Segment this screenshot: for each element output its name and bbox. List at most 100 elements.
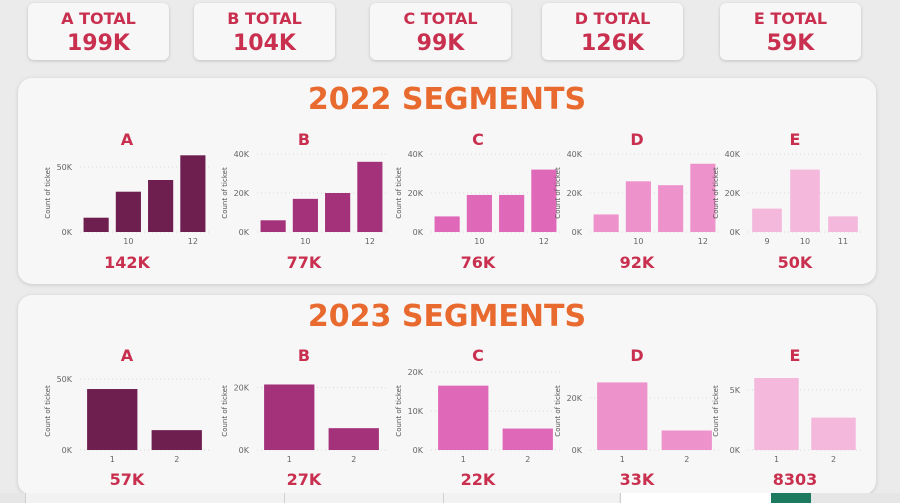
segment-total: 8303 <box>772 470 818 489</box>
segment-letter: D <box>630 130 644 149</box>
active-page-indicator <box>771 493 811 503</box>
kpi-value: 126K <box>581 31 644 56</box>
kpi-label: C TOTAL <box>403 9 478 28</box>
bar-chart: Count of ticket 0K 20K 40K 10 12 <box>221 150 386 246</box>
bar-chart: Count of ticket 0K 5K 1 2 <box>712 378 862 464</box>
bar-11 <box>148 180 174 232</box>
segment-letter: E <box>789 130 801 149</box>
x-tick-label: 11 <box>838 237 848 246</box>
page-tab[interactable] <box>443 493 619 503</box>
y-axis-label: Count of ticket <box>395 385 403 437</box>
segment-letter: D <box>630 346 644 365</box>
bar-chart: Count of ticket 0K 50K 10 12 <box>44 155 209 246</box>
kpi-value: 59K <box>766 31 815 56</box>
bar-12 <box>180 155 206 232</box>
y-tick-label: 50K <box>57 375 73 384</box>
y-tick-label: 0K <box>572 446 583 455</box>
segment-total: 22K <box>460 470 496 489</box>
bar-10 <box>466 194 492 232</box>
kpi-card-e[interactable]: E TOTAL 59K <box>720 3 861 60</box>
kpi-card-d[interactable]: D TOTAL 126K <box>542 3 683 60</box>
x-tick-label: 2 <box>831 455 836 464</box>
y-tick-label: 0K <box>239 228 250 237</box>
y-tick-label: 20K <box>234 384 250 393</box>
bar-9 <box>83 217 109 232</box>
bar-9 <box>260 220 286 232</box>
y-tick-label: 0K <box>62 446 73 455</box>
page-tab[interactable] <box>620 493 771 503</box>
segment-chart-2023-a[interactable]: A Count of ticket 0K 50K 1 2 57K <box>42 344 212 492</box>
bar-12 <box>690 163 716 232</box>
bar-2 <box>328 428 379 450</box>
x-tick-label: 2 <box>525 455 530 464</box>
y-tick-label: 40K <box>567 150 583 159</box>
x-tick-label: 1 <box>287 455 292 464</box>
y-axis-label: Count of ticket <box>44 167 52 219</box>
bar-10 <box>292 198 318 232</box>
segment-chart-2023-b[interactable]: B Count of ticket 0K 20K 1 2 27K <box>219 344 389 492</box>
panel-title-2023: 2023 SEGMENTS <box>307 299 587 334</box>
x-tick-label: 2 <box>684 455 689 464</box>
kpi-label: E TOTAL <box>753 9 828 28</box>
kpi-value: 199K <box>67 31 130 56</box>
y-tick-label: 20K <box>725 189 741 198</box>
segment-letter: B <box>297 346 311 365</box>
x-tick-label: 9 <box>764 237 769 246</box>
x-tick-label: 1 <box>110 455 115 464</box>
y-axis-label: Count of ticket <box>221 167 229 219</box>
y-axis-label: Count of ticket <box>712 385 720 437</box>
segment-total: 50K <box>777 253 813 272</box>
x-tick-label: 12 <box>188 237 198 246</box>
bar-9 <box>593 214 619 232</box>
y-tick-label: 0K <box>730 446 741 455</box>
segment-letter: C <box>472 130 484 149</box>
y-tick-label: 0K <box>413 228 424 237</box>
bar-2 <box>502 428 553 450</box>
kpi-card-b[interactable]: B TOTAL 104K <box>194 3 335 60</box>
x-tick-label: 2 <box>351 455 356 464</box>
x-tick-label: 10 <box>633 237 643 246</box>
bar-chart: Count of ticket 0K 20K 40K 9 10 11 <box>712 150 862 246</box>
segment-total: 77K <box>286 253 322 272</box>
bar-12 <box>531 169 557 232</box>
segment-chart-2023-c[interactable]: C Count of ticket 0K 10K 20K 1 2 22K <box>393 344 563 492</box>
bar-9 <box>752 208 782 232</box>
x-tick-label: 2 <box>174 455 179 464</box>
bar-chart: Count of ticket 0K 20K 1 2 <box>554 382 719 464</box>
y-tick-label: 20K <box>408 189 424 198</box>
bar-1 <box>264 384 315 450</box>
segment-chart-2022-b[interactable]: B Count of ticket 0K 20K 40K 10 12 77K <box>219 128 389 278</box>
y-tick-label: 20K <box>408 368 424 377</box>
kpi-card-a[interactable]: A TOTAL 199K <box>28 3 169 60</box>
bar-chart: Count of ticket 0K 20K 40K 10 12 <box>395 150 560 246</box>
page-tab[interactable] <box>284 493 443 503</box>
y-axis-label: Count of ticket <box>395 167 403 219</box>
page-tab[interactable] <box>25 493 284 503</box>
x-tick-label: 1 <box>461 455 466 464</box>
segment-chart-2023-d[interactable]: D Count of ticket 0K 20K 1 2 33K <box>552 344 722 492</box>
segment-chart-2022-c[interactable]: C Count of ticket 0K 20K 40K 10 12 76K <box>393 128 563 278</box>
bar-10 <box>115 191 141 232</box>
kpi-label: A TOTAL <box>61 9 136 28</box>
segment-chart-2022-a[interactable]: A Count of ticket 0K 50K 10 12 142K <box>42 128 212 278</box>
segment-letter: E <box>789 346 801 365</box>
segment-chart-2022-d[interactable]: D Count of ticket 0K 20K 40K 10 12 92K <box>552 128 722 278</box>
x-tick-label: 10 <box>800 237 810 246</box>
bar-chart: Count of ticket 0K 10K 20K 1 2 <box>395 368 560 464</box>
y-tick-label: 5K <box>730 386 741 395</box>
segment-letter: A <box>120 130 134 149</box>
x-tick-label: 10 <box>300 237 310 246</box>
segment-total: 27K <box>286 470 322 489</box>
y-axis-label: Count of ticket <box>554 385 562 437</box>
y-tick-label: 20K <box>234 189 250 198</box>
segment-chart-2023-e[interactable]: E Count of ticket 0K 5K 1 2 8303 <box>710 344 880 492</box>
bar-11 <box>658 185 684 232</box>
x-tick-label: 10 <box>474 237 484 246</box>
y-tick-label: 0K <box>239 446 250 455</box>
y-axis-label: Count of ticket <box>44 385 52 437</box>
y-tick-label: 0K <box>572 228 583 237</box>
y-tick-label: 40K <box>234 150 250 159</box>
segment-chart-2022-e[interactable]: E Count of ticket 0K 20K 40K 9 10 11 50K <box>710 128 880 278</box>
kpi-card-c[interactable]: C TOTAL 99K <box>370 3 511 60</box>
segment-total: 57K <box>109 470 145 489</box>
